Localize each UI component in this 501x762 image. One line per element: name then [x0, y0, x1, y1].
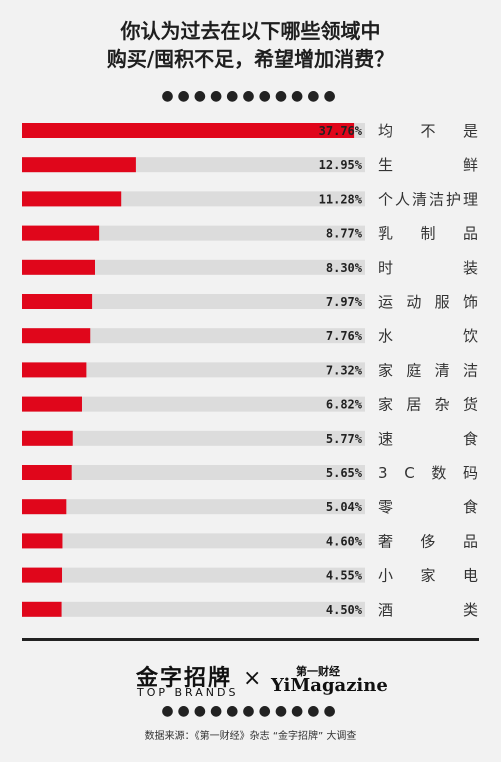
category-label: 均不是	[378, 122, 478, 140]
bar	[22, 567, 63, 583]
bar	[22, 225, 100, 241]
bar	[22, 601, 62, 617]
category-label: 个人清洁护理	[378, 190, 478, 208]
bar	[22, 465, 72, 480]
value-label: 8.77%	[326, 227, 363, 241]
value-label: 4.60%	[326, 534, 363, 548]
bar	[22, 362, 87, 378]
top-dots-divider: ●●●●●●●●●●●	[161, 88, 340, 104]
bar-track	[22, 362, 365, 378]
category-label: 运动服饰	[378, 293, 478, 311]
bar-track	[22, 294, 365, 309]
bar	[22, 533, 63, 549]
value-label: 4.50%	[326, 603, 363, 617]
value-label: 7.97%	[326, 295, 363, 309]
bar	[22, 396, 82, 412]
footer-divider-line	[22, 638, 479, 641]
bar-track	[22, 259, 365, 275]
bar	[22, 157, 136, 173]
bar-track	[22, 601, 365, 617]
category-label: 家庭清洁	[378, 361, 478, 379]
data-source-note: 数据来源：《第一财经》杂志 “金字招牌” 大调查	[144, 731, 357, 742]
value-label: 6.82%	[326, 398, 363, 412]
category-label: 小家电	[378, 567, 478, 585]
value-label: 11.28%	[319, 192, 363, 206]
category-label: 速食	[378, 430, 478, 448]
value-label: 7.76%	[326, 329, 363, 343]
times-sign: ×	[243, 666, 262, 691]
chart-title-line2: 购买/囤积不足，希望增加消费？	[106, 47, 395, 71]
bottom-dots-divider: ●●●●●●●●●●●	[161, 703, 340, 719]
bar-chart: 37.76% 均不是 12.95% 生鲜 11.28% 个人清洁护理 8.77% 乳制品 8.3…	[22, 122, 478, 619]
bar	[22, 430, 73, 446]
value-label: 5.65%	[326, 466, 363, 480]
bar-track	[22, 328, 365, 344]
yimagazine-logo-en: YiMagazine	[271, 675, 388, 696]
bar-track	[22, 430, 365, 446]
bar-track	[22, 499, 365, 515]
category-label: 家居杂货	[378, 396, 478, 414]
bar	[22, 499, 67, 515]
value-label: 37.76%	[319, 124, 363, 138]
chart-title-line1: 你认为过去在以下哪些领域中	[120, 19, 381, 43]
value-label: 4.55%	[326, 569, 363, 583]
category-label: 酒类	[378, 601, 478, 619]
bar-track	[22, 567, 365, 583]
value-label: 5.04%	[326, 500, 363, 514]
value-label: 5.77%	[326, 432, 363, 446]
bar-track	[22, 225, 365, 241]
value-label: 8.30%	[326, 261, 363, 275]
value-label: 7.32%	[326, 363, 363, 377]
bar	[22, 123, 355, 138]
yimagazine-logo-cn: 第一财经	[296, 665, 340, 678]
category-label: 奢侈品	[378, 532, 478, 550]
bar	[22, 259, 95, 275]
bar	[22, 294, 93, 309]
category-label: 时装	[378, 259, 478, 277]
category-label: 水饮	[378, 327, 478, 345]
brand-logo-cn: 金字招牌	[136, 666, 233, 691]
bar-track	[22, 533, 365, 549]
bar	[22, 191, 122, 207]
value-label: 12.95%	[319, 158, 363, 172]
category-label: 零食	[378, 498, 478, 516]
bar	[22, 328, 91, 344]
brand-logo-en: TOP BRANDS	[137, 686, 239, 699]
bar-track	[22, 465, 365, 480]
category-label: 乳制品	[378, 225, 478, 243]
bar-track	[22, 396, 365, 412]
category-label: 3C数码	[378, 464, 478, 482]
category-label: 生鲜	[378, 156, 478, 174]
